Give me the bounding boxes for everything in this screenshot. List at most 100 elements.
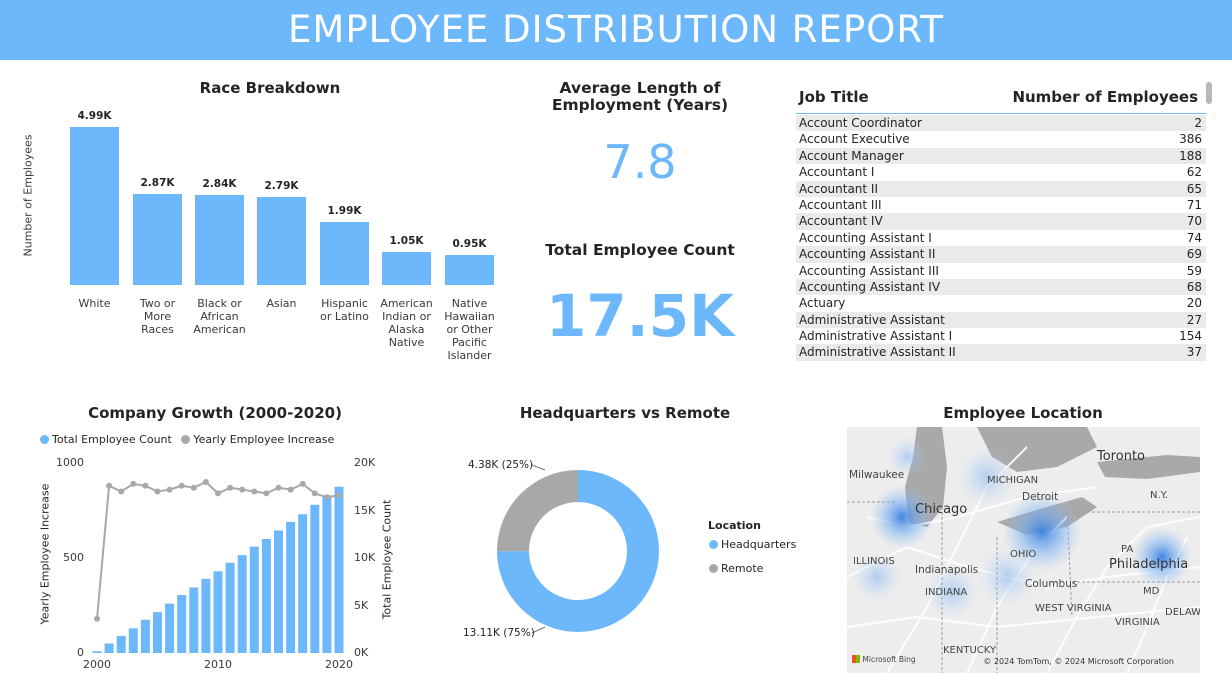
table-cell-job-title: Accountant II [799, 181, 879, 196]
race-bar[interactable] [70, 127, 119, 285]
increase-point[interactable] [94, 615, 100, 622]
growth-bar[interactable] [213, 571, 223, 653]
legend-item-remote[interactable]: Remote [709, 562, 763, 575]
race-bar[interactable] [257, 197, 306, 285]
table-cell-job-title: Accounting Assistant II [799, 247, 936, 262]
table-row[interactable]: Accounting Assistant IV 68 [796, 278, 1206, 296]
growth-bar[interactable] [225, 562, 235, 653]
growth-bar[interactable] [104, 643, 114, 654]
attribution-left-text: Microsoft Bing [862, 655, 916, 664]
table-row[interactable]: Administrative Assistant 27 [796, 311, 1206, 329]
race-bar[interactable] [445, 255, 494, 285]
increase-point[interactable] [275, 484, 282, 491]
table-cell-employee-count: 74 [1186, 230, 1202, 245]
map-attribution: © 2024 TomTom, © 2024 Microsoft Corporat… [983, 657, 1174, 666]
increase-point[interactable] [336, 492, 342, 499]
table-cell-employee-count: 62 [1186, 165, 1202, 180]
table-cell-job-title: Accounting Assistant IV [799, 279, 941, 294]
growth-bar[interactable] [298, 514, 308, 653]
table-row[interactable]: Administrative Assistant II 37 [796, 344, 1206, 361]
increase-point[interactable] [311, 490, 318, 497]
increase-point[interactable] [251, 488, 258, 495]
increase-point[interactable] [263, 490, 270, 497]
donut-slice-remote[interactable] [497, 470, 578, 552]
increase-point[interactable] [239, 486, 246, 493]
growth-bar[interactable] [140, 619, 150, 653]
race-category-label: Black or African American [193, 297, 246, 336]
donut-remote-value-label: 4.38K (25%) [468, 459, 534, 471]
column-header-employees[interactable]: Number of Employees [1012, 87, 1198, 106]
increase-point[interactable] [287, 486, 294, 493]
table-row[interactable]: Account Manager 188 [796, 147, 1206, 165]
growth-bar[interactable] [177, 595, 187, 653]
race-data-label: 2.87K [140, 177, 175, 189]
increase-point[interactable] [166, 486, 173, 493]
table-row[interactable]: Accountant I 62 [796, 164, 1206, 180]
table-cell-job-title: Administrative Assistant [799, 312, 945, 327]
race-bar[interactable] [133, 194, 182, 285]
donut-slice-headquarters[interactable] [497, 470, 660, 633]
table-cell-employee-count: 70 [1186, 214, 1202, 229]
table-cell-employee-count: 65 [1186, 181, 1202, 196]
microsoft-logo-icon [852, 655, 860, 663]
right-axis-tick: 10K [354, 551, 376, 564]
increase-point[interactable] [178, 482, 185, 489]
table-cell-employee-count: 71 [1186, 197, 1202, 212]
increase-point[interactable] [190, 484, 197, 491]
job-title-table[interactable]: Job Title Number of Employees Account Co… [796, 80, 1206, 361]
table-row[interactable]: Account Executive 386 [796, 131, 1206, 147]
growth-bar[interactable] [189, 587, 199, 653]
race-bar[interactable] [382, 252, 431, 285]
table-row[interactable]: Actuary 20 [796, 295, 1206, 311]
table-row[interactable]: Accountant II 65 [796, 180, 1206, 197]
table-row[interactable]: Accountant III 71 [796, 197, 1206, 213]
increase-point[interactable] [118, 488, 125, 495]
map-label: ILLINOIS [853, 556, 895, 567]
increase-point[interactable] [142, 482, 149, 489]
table-scrollbar[interactable] [1206, 82, 1212, 104]
growth-bar[interactable] [92, 651, 102, 653]
table-row[interactable]: Administrative Assistant I 154 [796, 328, 1206, 344]
increase-point[interactable] [323, 494, 330, 501]
increase-point[interactable] [154, 488, 161, 495]
increase-point[interactable] [299, 480, 306, 487]
growth-bar[interactable] [128, 628, 138, 653]
table-cell-job-title: Accountant I [799, 165, 875, 180]
growth-bar[interactable] [286, 521, 296, 653]
increase-point[interactable] [215, 490, 221, 497]
employee-count-value: 17.5K [545, 282, 735, 350]
table-cell-employee-count: 386 [1179, 132, 1202, 147]
growth-bar[interactable] [334, 486, 344, 653]
race-bar[interactable] [195, 195, 244, 285]
map-graphic [847, 427, 1200, 673]
x-axis-tick: 2010 [204, 658, 232, 671]
table-cell-employee-count: 188 [1179, 148, 1202, 163]
growth-bar[interactable] [237, 555, 247, 653]
table-cell-job-title: Account Executive [799, 132, 910, 147]
growth-bar[interactable] [322, 495, 332, 653]
table-row[interactable]: Account Coordinator 2 [796, 115, 1206, 132]
growth-bar[interactable] [261, 539, 271, 653]
increase-point[interactable] [130, 480, 137, 487]
growth-bar[interactable] [310, 504, 320, 653]
increase-point[interactable] [106, 482, 113, 489]
table-row[interactable]: Accounting Assistant II 69 [796, 246, 1206, 263]
legend-increase-label: Yearly Employee Increase [193, 433, 335, 446]
employee-location-map[interactable]: Milwaukee Chicago MICHIGAN Detroit Toron… [847, 427, 1200, 673]
increase-point[interactable] [227, 484, 234, 491]
legend-item-headquarters[interactable]: Headquarters [709, 538, 796, 551]
table-row[interactable]: Accounting Assistant I 74 [796, 230, 1206, 246]
growth-bar[interactable] [116, 635, 126, 653]
growth-bar[interactable] [249, 546, 259, 653]
table-row[interactable]: Accounting Assistant III 59 [796, 263, 1206, 279]
table-row[interactable]: Accountant IV 70 [796, 213, 1206, 230]
growth-bar[interactable] [153, 612, 162, 653]
growth-bar[interactable] [165, 603, 175, 653]
column-header-job-title[interactable]: Job Title [799, 87, 869, 106]
increase-point[interactable] [202, 479, 209, 485]
race-data-label: 1.05K [389, 235, 424, 247]
growth-bar[interactable] [274, 530, 283, 653]
growth-bar[interactable] [201, 578, 211, 653]
race-bar[interactable] [320, 222, 369, 285]
donut-legend-title: Location [708, 519, 761, 532]
